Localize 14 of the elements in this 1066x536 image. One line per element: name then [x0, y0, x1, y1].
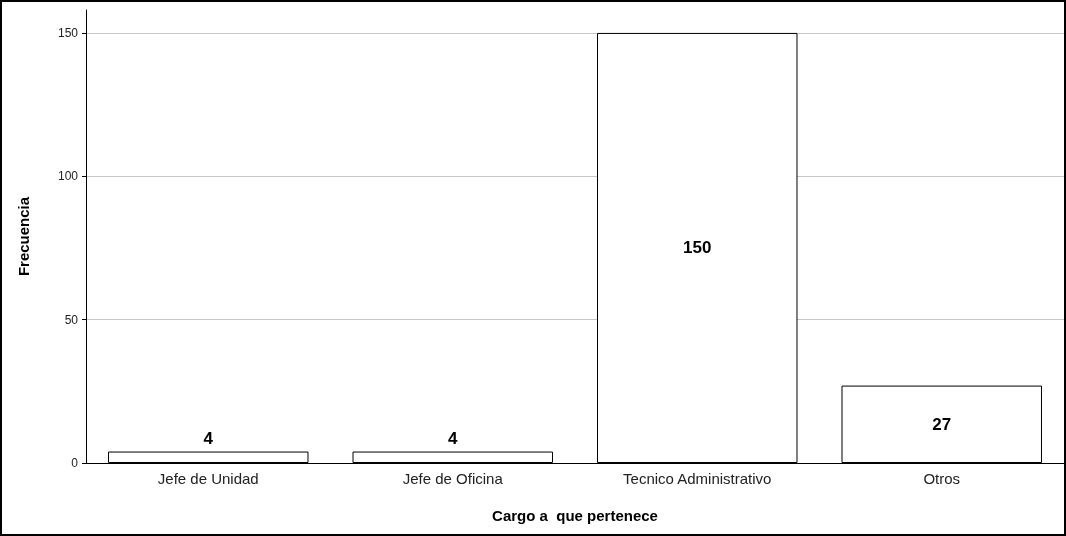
y-tick-label: 50 [64, 312, 79, 327]
y-tick-label: 150 [57, 25, 79, 40]
y-tick-label: 100 [57, 169, 79, 184]
x-tick-label: Tecnico Administrativo [623, 470, 772, 487]
x-axis-title: Cargo a que pertenece [492, 507, 658, 524]
y-tick-label: 0 [71, 456, 79, 470]
data-label: 4 [448, 428, 459, 448]
data-label: 150 [683, 238, 712, 258]
x-tick-label: Jefe de Oficina [402, 470, 504, 487]
x-tick-label: Otros [923, 470, 961, 487]
data-label: 4 [203, 428, 214, 448]
x-tick-label: Jefe de Unidad [157, 470, 259, 487]
y-axis-title: Frecuencia [15, 196, 32, 277]
data-label: 27 [932, 414, 952, 434]
